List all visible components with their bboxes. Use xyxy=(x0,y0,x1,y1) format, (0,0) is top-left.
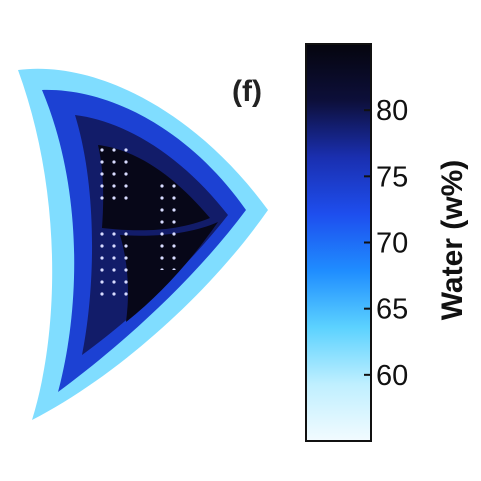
dot-cluster xyxy=(96,232,128,300)
heatmap-area xyxy=(18,68,268,421)
dot-markers xyxy=(96,148,184,300)
colorbar-tick-label: 70 xyxy=(376,228,408,260)
colorbar-tick-label: 75 xyxy=(376,161,408,193)
colorbar-label: Water (w%) xyxy=(436,160,469,321)
colorbar-tick-label: 80 xyxy=(376,95,408,127)
panel-label: (f) xyxy=(232,75,262,108)
colorbar-tick-label: 60 xyxy=(376,360,408,392)
colorbar-ticks: 60 65 70 75 80 xyxy=(364,95,408,392)
dot-cluster xyxy=(152,178,184,270)
colorbar-bar xyxy=(305,43,372,442)
colorbar: 60 65 70 75 80 Water (w%) xyxy=(305,43,469,442)
dot-cluster xyxy=(100,148,132,206)
colorbar-tick-label: 65 xyxy=(376,294,408,326)
fan-core-lower xyxy=(120,222,218,322)
